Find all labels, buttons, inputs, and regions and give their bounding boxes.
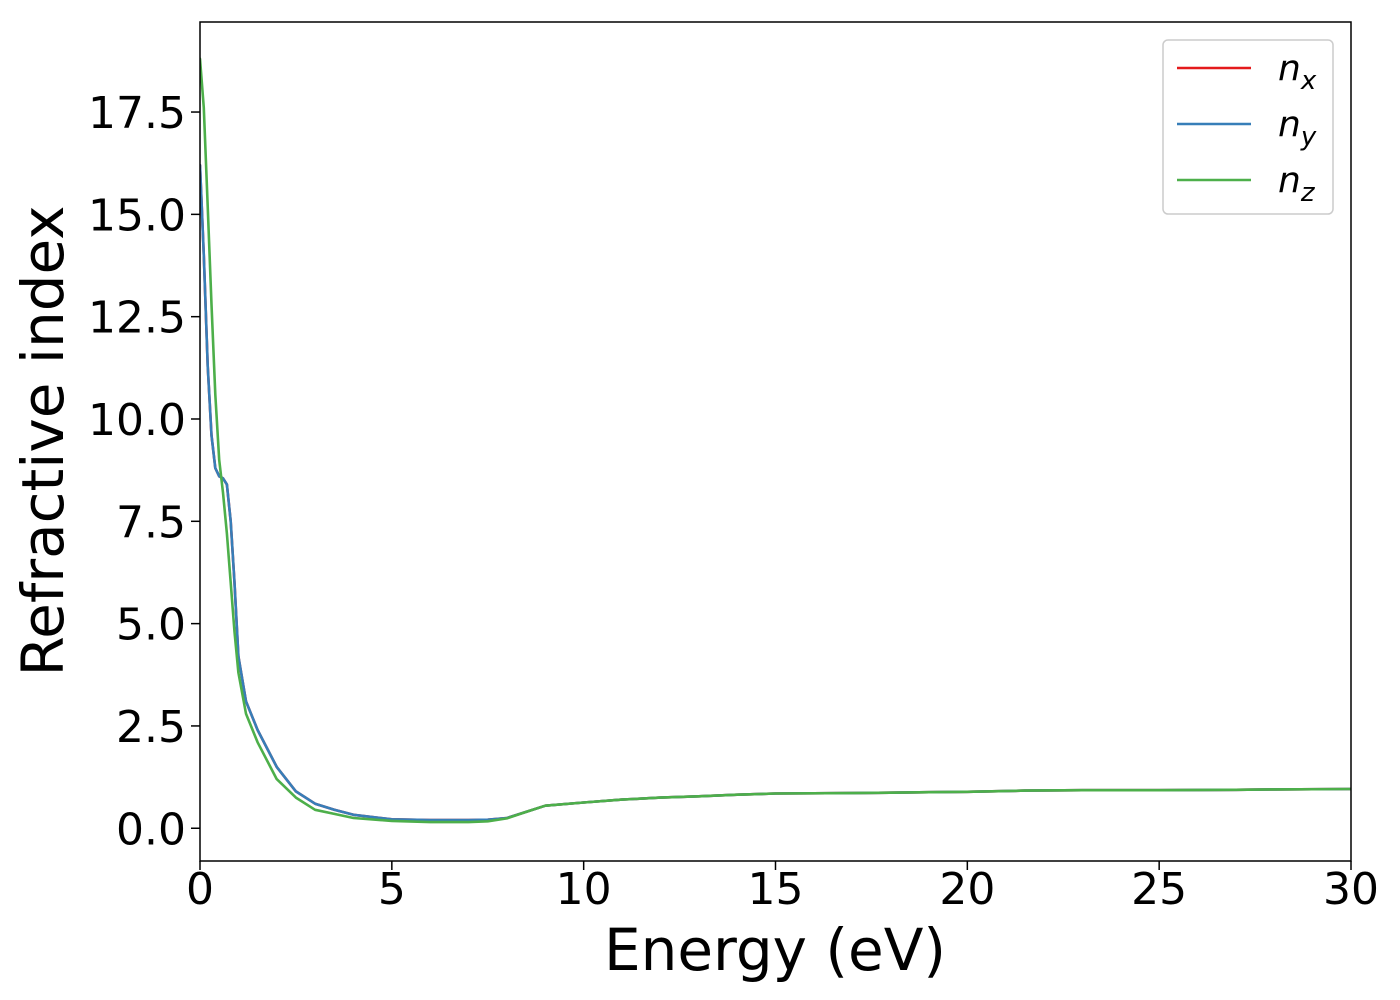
y-tick-label: 0.0 (116, 804, 186, 855)
y-tick-label: 10.0 (88, 395, 186, 446)
x-axis: 0 5 10 15 20 25 30 (186, 861, 1379, 915)
x-tick-label: 30 (1323, 864, 1379, 915)
x-tick-label: 20 (939, 864, 995, 915)
y-tick-label: 7.5 (116, 497, 186, 548)
legend-frame (1162, 39, 1334, 215)
y-tick-label: 15.0 (88, 190, 186, 241)
legend: nx ny nz (1162, 39, 1334, 215)
series-layer (200, 57, 1351, 824)
y-tick-label: 5.0 (116, 600, 186, 651)
x-tick-label: 25 (1131, 864, 1187, 915)
y-tick-label: 17.5 (88, 88, 186, 139)
x-tick-label: 15 (748, 864, 804, 915)
x-tick-label: 10 (556, 864, 612, 915)
x-tick-label: 0 (186, 864, 214, 915)
x-tick-label: 5 (378, 864, 406, 915)
series-line-z (200, 57, 1351, 824)
plot-background (200, 22, 1351, 861)
y-tick-label: 2.5 (116, 702, 186, 753)
y-axis: 0.0 2.5 5.0 7.5 10.0 12.5 15.0 17.5 (88, 88, 200, 855)
legend-label-y: ny (1278, 104, 1317, 152)
y-tick-label: 12.5 (88, 293, 186, 344)
legend-label-x: nx (1278, 48, 1317, 96)
x-axis-title: Energy (eV) (604, 916, 946, 984)
y-axis-title: Refractive index (9, 205, 77, 676)
legend-label-z: nz (1278, 160, 1316, 208)
